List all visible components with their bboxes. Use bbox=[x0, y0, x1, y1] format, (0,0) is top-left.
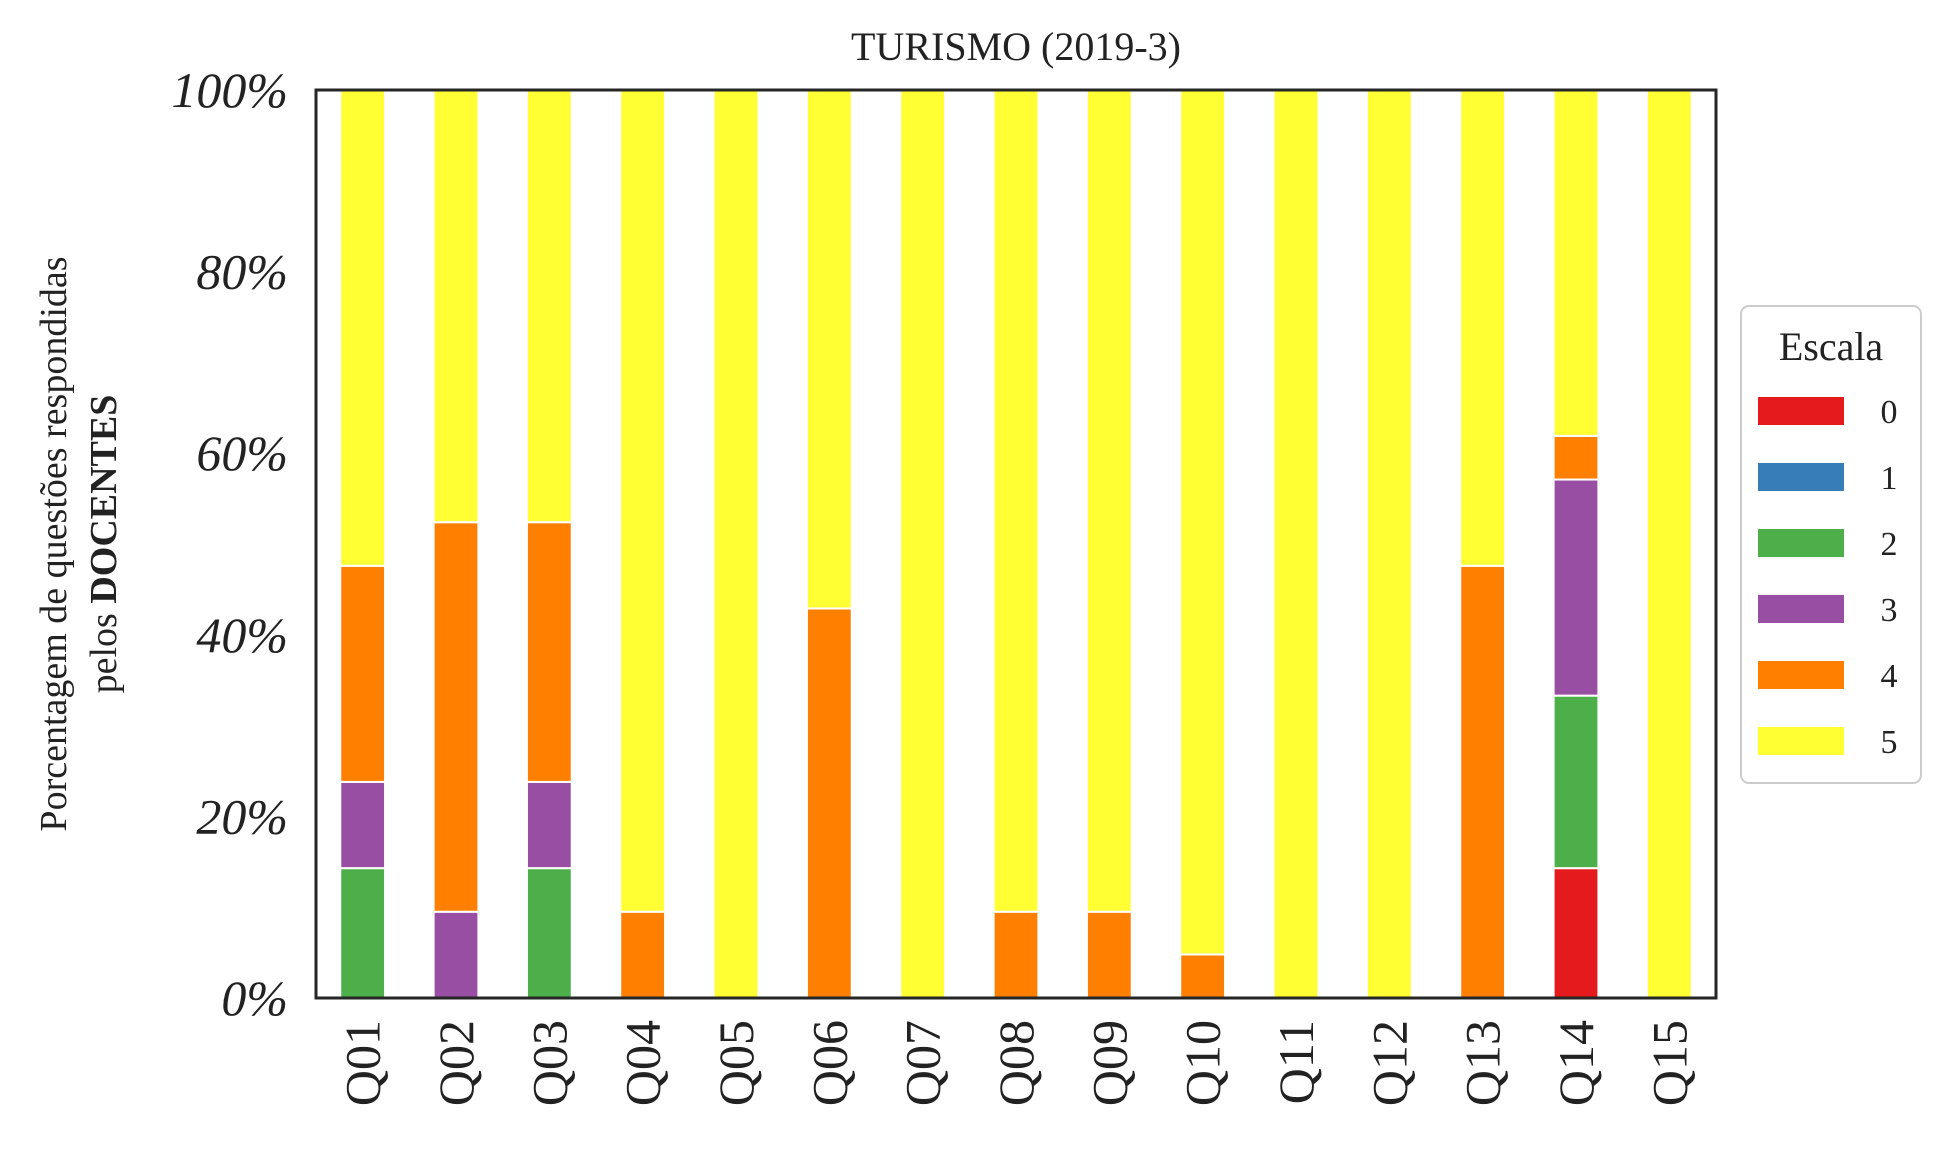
bar-segment-q01-scale-2 bbox=[339, 867, 387, 999]
legend-title: Escala bbox=[1779, 324, 1884, 369]
legend-swatch-5 bbox=[1758, 727, 1844, 755]
bar-segment-q06-scale-5 bbox=[805, 89, 853, 610]
bar-segment-q05-scale-5 bbox=[712, 89, 760, 999]
x-tick-label-q10: Q10 bbox=[1175, 1020, 1231, 1106]
bar-segment-q08-scale-4 bbox=[992, 910, 1040, 999]
x-tick-label-q08: Q08 bbox=[988, 1020, 1044, 1106]
bar-segment-q02-scale-5 bbox=[432, 89, 480, 524]
chart-title: TURISMO (2019-3) bbox=[851, 24, 1181, 69]
bar-segment-q14-scale-5 bbox=[1552, 89, 1600, 437]
legend-label-0: 0 bbox=[1881, 394, 1898, 431]
y-tick-label: 0% bbox=[221, 970, 288, 1026]
bar-segment-q03-scale-4 bbox=[525, 521, 573, 783]
bar-segment-q04-scale-4 bbox=[619, 910, 667, 999]
y-axis-label-bold: DOCENTES bbox=[83, 395, 125, 604]
y-axis-label: Porcentagem de questões respondidas pelo… bbox=[33, 256, 125, 831]
bar-segment-q10-scale-5 bbox=[1179, 89, 1227, 956]
x-tick-label-q12: Q12 bbox=[1361, 1020, 1417, 1106]
legend-swatch-0 bbox=[1758, 397, 1844, 425]
legend: Escala 0 1 2 3 4 5 bbox=[1740, 305, 1922, 784]
bar-segment-q03-scale-2 bbox=[525, 867, 573, 999]
x-tick-label-q13: Q13 bbox=[1455, 1020, 1511, 1106]
y-tick-label: 40% bbox=[196, 607, 288, 663]
plot-area-frame bbox=[314, 88, 1718, 1000]
x-tick-label-q09: Q09 bbox=[1081, 1020, 1137, 1106]
legend-swatch-3 bbox=[1758, 595, 1844, 623]
y-tick-label: 20% bbox=[196, 788, 288, 844]
bar-segment-q11-scale-5 bbox=[1272, 89, 1320, 999]
x-tick-label-q06: Q06 bbox=[801, 1020, 857, 1106]
bar-segment-q03-scale-5 bbox=[525, 89, 573, 524]
y-ticks-group: 0% 20% 40% 60% 80% 100% bbox=[171, 62, 288, 1026]
legend-label-1: 1 bbox=[1881, 460, 1898, 497]
bar-segment-q10-scale-4 bbox=[1179, 953, 1227, 1000]
bar-segment-q14-scale-2 bbox=[1552, 694, 1600, 870]
x-tick-label-q01: Q01 bbox=[335, 1020, 391, 1106]
y-tick-label: 100% bbox=[171, 62, 288, 118]
x-tick-label-q15: Q15 bbox=[1641, 1020, 1697, 1106]
x-tick-label-q05: Q05 bbox=[708, 1020, 764, 1106]
bar-segment-q01-scale-3 bbox=[339, 780, 387, 870]
bar-segment-q07-scale-5 bbox=[899, 89, 947, 999]
bar-segment-q01-scale-5 bbox=[339, 89, 387, 567]
x-tick-label-q03: Q03 bbox=[521, 1020, 577, 1106]
y-axis-label-line2: pelos DOCENTES bbox=[83, 395, 125, 694]
bar-segment-q06-scale-4 bbox=[805, 607, 853, 1000]
x-tick-label-q04: Q04 bbox=[615, 1020, 671, 1106]
bar-segment-q13-scale-5 bbox=[1459, 89, 1507, 567]
x-tick-label-q11: Q11 bbox=[1268, 1020, 1324, 1104]
x-tick-label-q02: Q02 bbox=[428, 1020, 484, 1106]
x-ticks-group: Q01 Q02 Q03 Q04 Q05 Q06 Q07 Q08 Q09 Q10 Q11 Q12 Q13 Q… bbox=[335, 1020, 1698, 1106]
y-axis-label-prefix: pelos bbox=[83, 604, 125, 694]
legend-label-4: 4 bbox=[1881, 658, 1898, 695]
bar-segment-q14-scale-3 bbox=[1552, 478, 1600, 697]
legend-items: 0 1 2 3 4 5 bbox=[1758, 394, 1898, 761]
legend-swatch-4 bbox=[1758, 661, 1844, 689]
bar-segment-q12-scale-5 bbox=[1365, 89, 1413, 999]
bar-segment-q15-scale-5 bbox=[1645, 89, 1693, 999]
bar-segment-q09-scale-4 bbox=[1085, 910, 1133, 999]
bar-segment-q14-scale-4 bbox=[1552, 434, 1600, 481]
x-tick-label-q14: Q14 bbox=[1548, 1020, 1604, 1106]
bar-segment-q09-scale-5 bbox=[1085, 89, 1133, 913]
legend-swatch-2 bbox=[1758, 529, 1844, 557]
bars-group bbox=[339, 89, 1693, 1000]
y-tick-label: 60% bbox=[196, 425, 288, 481]
bar-segment-q01-scale-4 bbox=[339, 564, 387, 783]
bar-segment-q03-scale-3 bbox=[525, 780, 573, 870]
bar-segment-q04-scale-5 bbox=[619, 89, 667, 913]
legend-label-2: 2 bbox=[1881, 526, 1898, 563]
legend-label-3: 3 bbox=[1881, 592, 1898, 629]
bar-segment-q02-scale-3 bbox=[432, 910, 480, 999]
bar-segment-q13-scale-4 bbox=[1459, 564, 1507, 999]
bar-segment-q08-scale-5 bbox=[992, 89, 1040, 913]
y-axis-label-line1: Porcentagem de questões respondidas bbox=[33, 256, 75, 831]
legend-swatch-1 bbox=[1758, 463, 1844, 491]
x-tick-label-q07: Q07 bbox=[895, 1020, 951, 1106]
y-tick-label: 80% bbox=[196, 244, 288, 300]
bar-segment-q02-scale-4 bbox=[432, 521, 480, 913]
bar-segment-q14-scale-0 bbox=[1552, 867, 1600, 999]
legend-label-5: 5 bbox=[1881, 724, 1898, 761]
